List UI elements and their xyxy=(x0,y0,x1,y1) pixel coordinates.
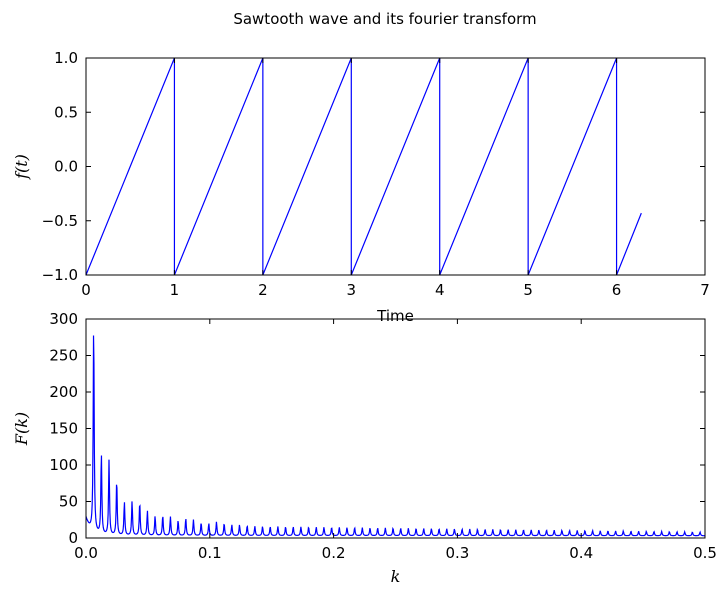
y-tick-label: 1.0 xyxy=(54,49,78,67)
x-tick-label: 0.2 xyxy=(322,544,346,562)
x-tick-label: 0.5 xyxy=(693,544,717,562)
figure-title: Sawtooth wave and its fourier transform xyxy=(233,10,536,28)
x-tick-label: 0.3 xyxy=(445,544,469,562)
x-tick-label: 1 xyxy=(170,281,180,299)
y-tick-label: 50 xyxy=(59,493,78,511)
fourier-spectrum-line xyxy=(86,335,705,537)
y-tick-label: 250 xyxy=(49,347,78,365)
y-tick-label: 300 xyxy=(49,310,78,328)
x-tick-label: 7 xyxy=(700,281,710,299)
x-tick-label: 4 xyxy=(435,281,445,299)
x-tick-label: 0.1 xyxy=(198,544,222,562)
axes-frame xyxy=(85,318,706,539)
y-tick-label: 0.5 xyxy=(54,103,78,121)
fourier-axes: 0.0 0.1 0.2 0.3 0.4 0.5 0 50 100 150 200 250 300 k F(k… xyxy=(12,310,717,586)
y-axis-label: F(k) xyxy=(12,412,31,446)
x-tick-label: 5 xyxy=(523,281,533,299)
sawtooth-axes: 0 1 2 3 4 5 6 7 −1.0 −0.5 0.0 0.5 1.0 Time f(t) xyxy=(12,49,710,325)
y-tick-label: 150 xyxy=(49,420,78,438)
y-tick-label: 0.0 xyxy=(54,158,78,176)
y-tick-label: −0.5 xyxy=(42,212,78,230)
x-tick-label: 0 xyxy=(81,281,91,299)
x-tick-label: 0.0 xyxy=(74,544,98,562)
y-axis-label: f(t) xyxy=(12,154,31,180)
x-tick-label: 6 xyxy=(612,281,622,299)
x-tick-label: 3 xyxy=(347,281,357,299)
x-axis-label: k xyxy=(391,567,401,586)
x-tick-label: 0.4 xyxy=(569,544,593,562)
x-axis-label: Time xyxy=(376,307,414,325)
sawtooth-line xyxy=(86,58,642,275)
x-tick-label: 2 xyxy=(258,281,268,299)
y-tick-label: 0 xyxy=(68,529,78,547)
y-tick-label: 100 xyxy=(49,456,78,474)
y-tick-label: 200 xyxy=(49,383,78,401)
y-tick-label: −1.0 xyxy=(42,266,78,284)
